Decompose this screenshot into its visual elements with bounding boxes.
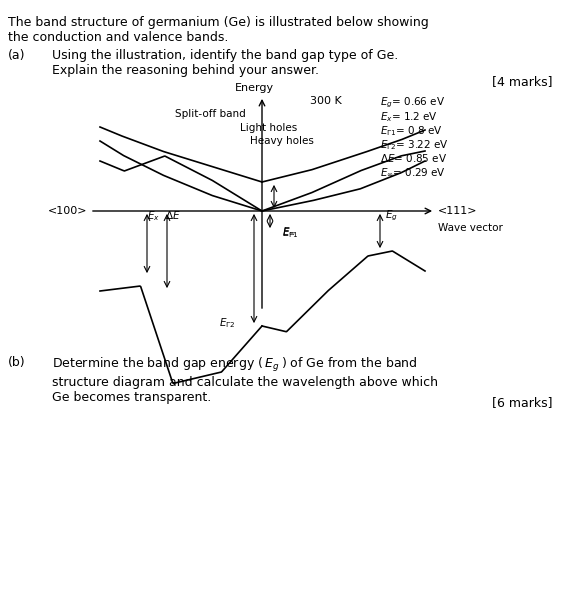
Text: (a): (a) — [8, 49, 25, 62]
Text: $E_{\Gamma2}$: $E_{\Gamma2}$ — [219, 316, 235, 330]
Text: $E_{\Gamma1}$= 0.8 eV: $E_{\Gamma1}$= 0.8 eV — [380, 124, 443, 138]
Text: Using the illustration, identify the band gap type of Ge.
Explain the reasoning : Using the illustration, identify the ban… — [52, 49, 398, 77]
Text: (b): (b) — [8, 356, 26, 369]
Text: Wave vector: Wave vector — [438, 223, 503, 233]
Text: [6 marks]: [6 marks] — [493, 396, 553, 409]
Text: Split-off band: Split-off band — [174, 109, 245, 119]
Text: $E_x$= 1.2 eV: $E_x$= 1.2 eV — [380, 110, 438, 124]
Text: Determine the band gap energy ( $E_g$ ) of Ge from the band
structure diagram an: Determine the band gap energy ( $E_g$ ) … — [52, 356, 438, 404]
Text: $\Delta E$: $\Delta E$ — [165, 209, 181, 221]
Text: $E_{\Gamma2}$= 3.22 eV: $E_{\Gamma2}$= 3.22 eV — [380, 138, 449, 152]
Text: 300 K: 300 K — [310, 96, 342, 106]
Text: The band structure of germanium (Ge) is illustrated below showing
the conduction: The band structure of germanium (Ge) is … — [8, 16, 429, 44]
Text: $E_g$= 0.66 eV: $E_g$= 0.66 eV — [380, 96, 445, 111]
Text: $E_{\infty}$: $E_{\infty}$ — [282, 225, 296, 237]
Text: $E_g$: $E_g$ — [385, 209, 398, 223]
Text: $E_x$: $E_x$ — [146, 209, 159, 223]
Text: $E_{\infty}$= 0.29 eV: $E_{\infty}$= 0.29 eV — [380, 166, 446, 178]
Text: <100>: <100> — [48, 206, 87, 216]
Text: Energy: Energy — [234, 83, 274, 93]
Text: $E_{\Gamma1}$: $E_{\Gamma1}$ — [282, 226, 298, 240]
Text: <111>: <111> — [438, 206, 477, 216]
Text: $\Delta E$= 0.85 eV: $\Delta E$= 0.85 eV — [380, 152, 447, 164]
Text: Heavy holes: Heavy holes — [250, 136, 314, 146]
Text: [4 marks]: [4 marks] — [493, 75, 553, 88]
Text: Light holes: Light holes — [240, 123, 297, 133]
